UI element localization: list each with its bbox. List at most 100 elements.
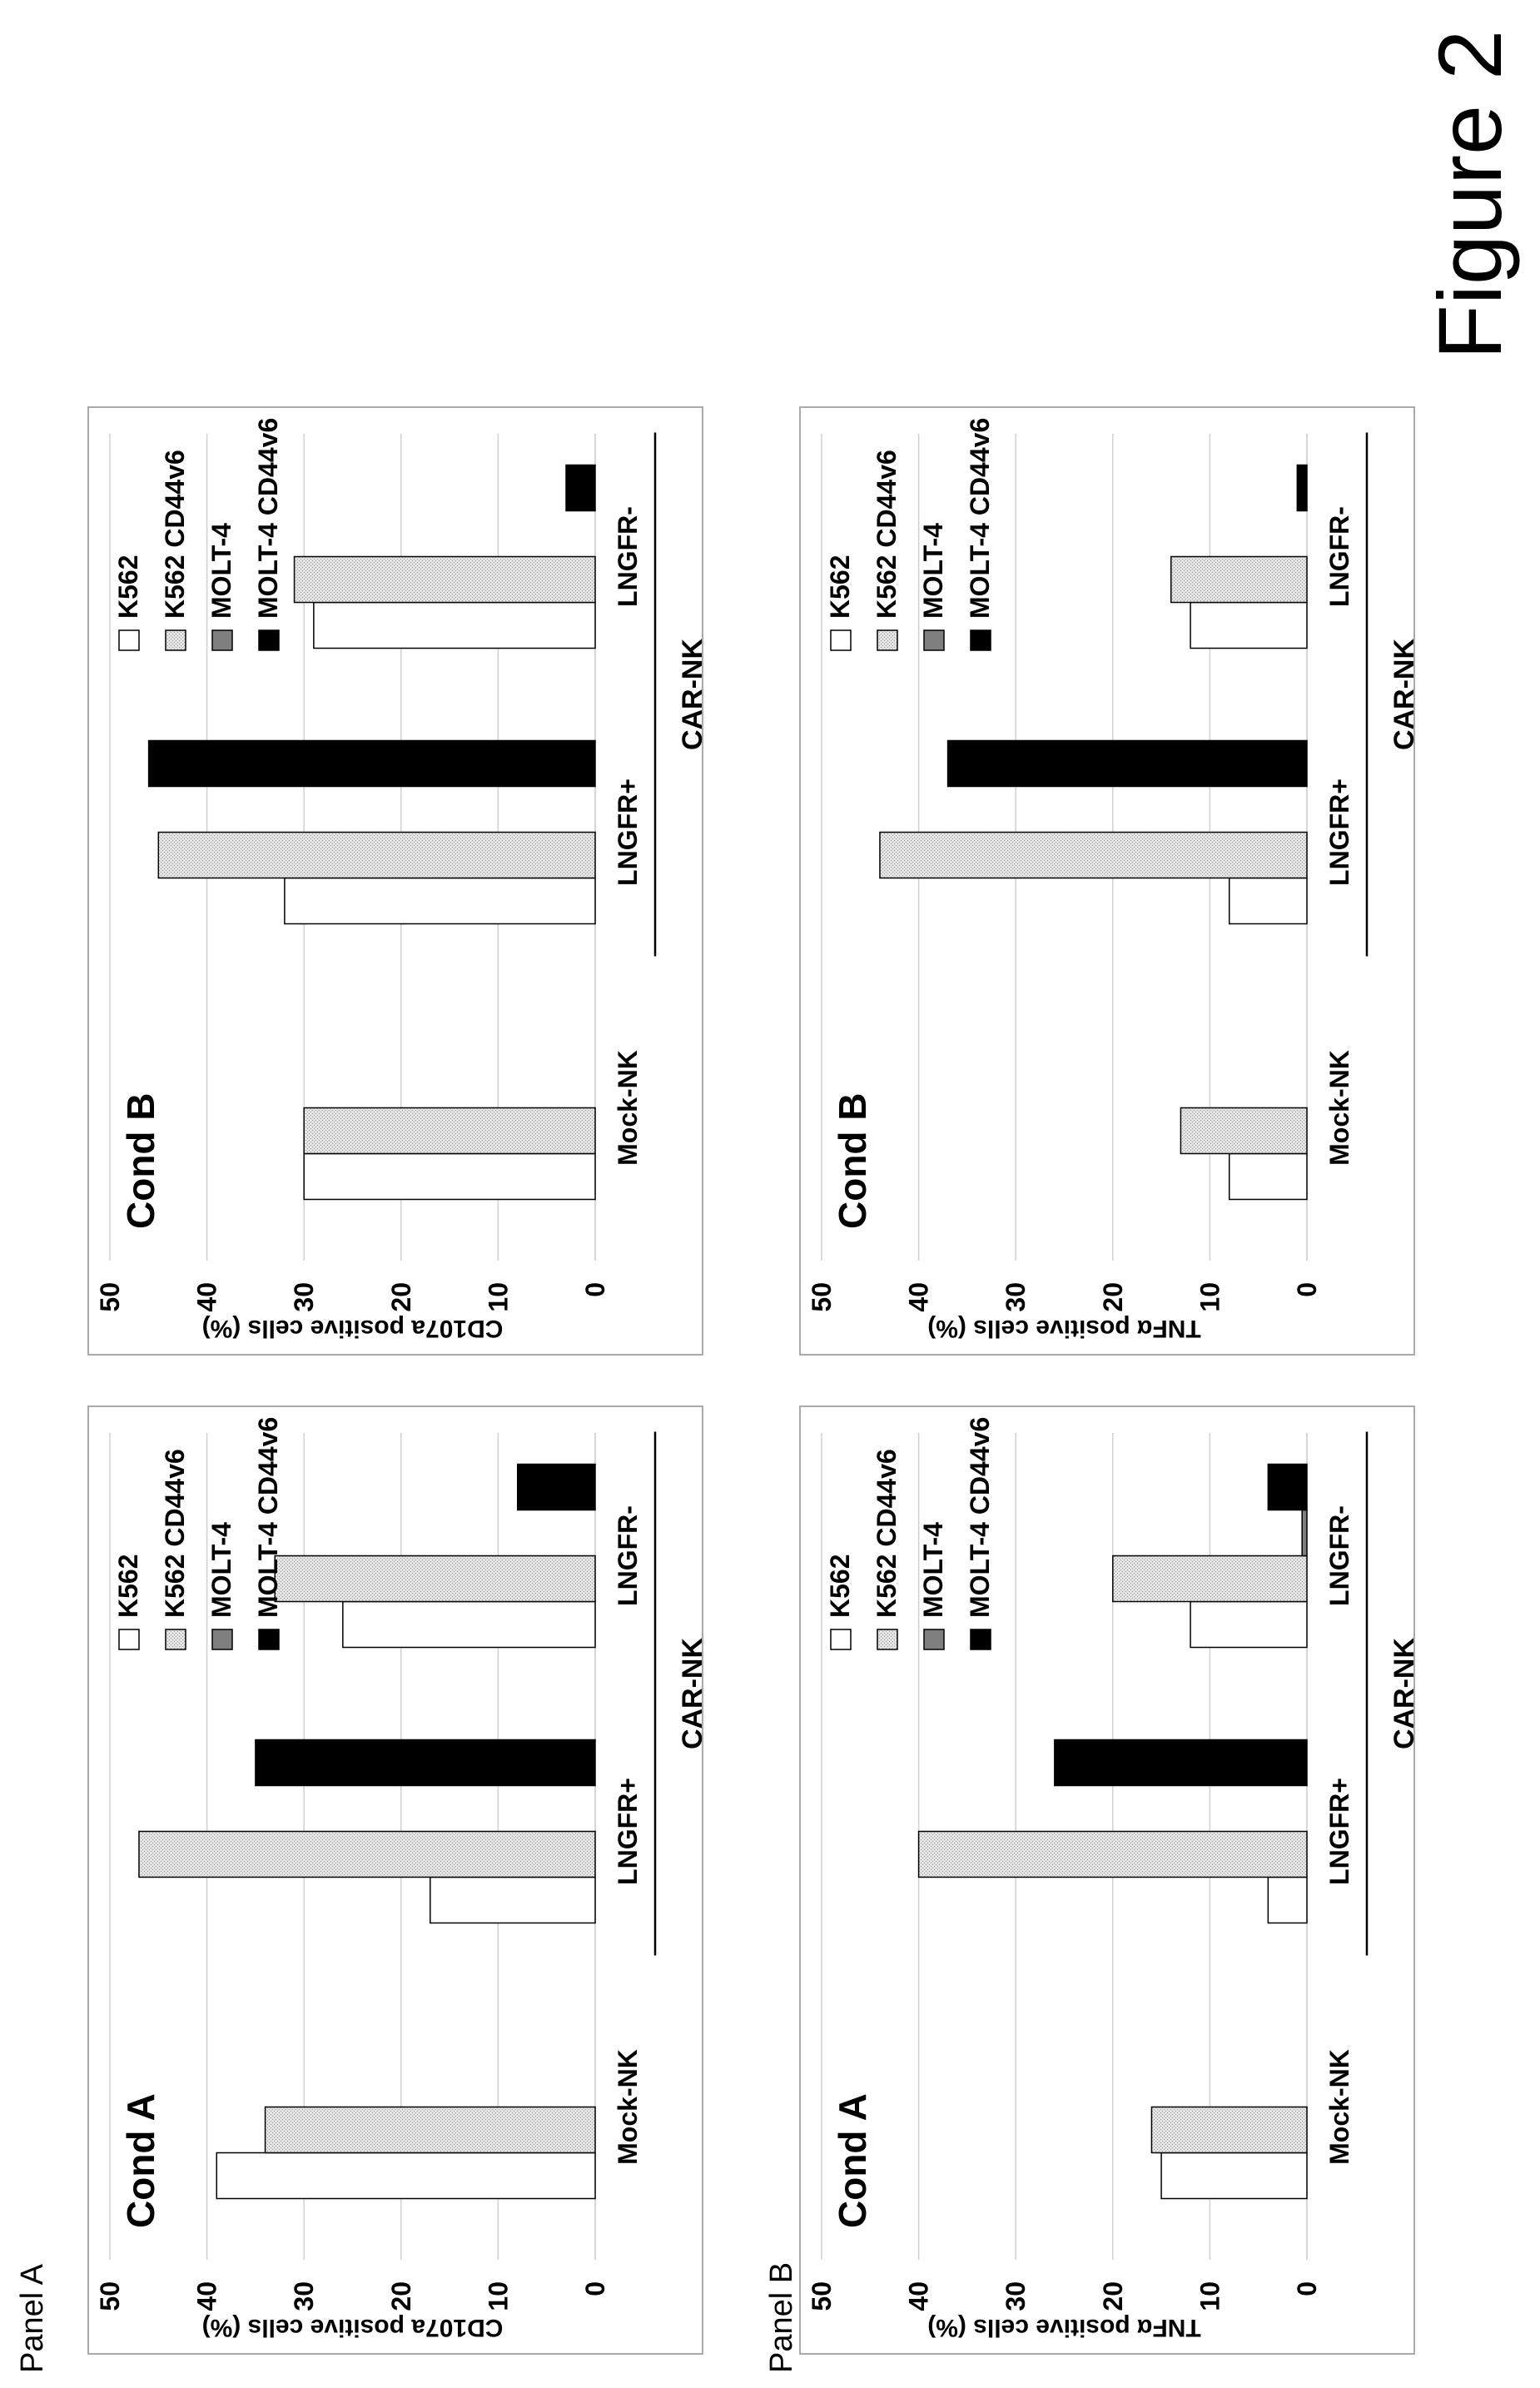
bar-k562-cd44v6-lngfr — [917, 1830, 1308, 1878]
chart-panel-b-cond-b: 0 10 20 30 40 50 TNFα positive cells (%) Cond B… — [799, 406, 1420, 1356]
legend-swatch-molt-4-cd44v6 — [970, 1629, 991, 1650]
x-tick-label: LNGFR- — [613, 506, 643, 607]
group-label: CAR-NK — [1388, 1638, 1420, 1750]
bar-molt-4-cd44v6-lngfr — [1296, 464, 1308, 512]
x-tick-label: LNGFR- — [1324, 1505, 1354, 1606]
legend-label: MOLT-4 — [206, 1522, 236, 1618]
chart-svg: 0 10 20 30 40 50 TNFα positive cells (%) Cond A… — [807, 1417, 1420, 2341]
bar-k562-mock-nk — [303, 1152, 596, 1201]
x-tick-label: LNGFR+ — [613, 1778, 643, 1885]
legend-label: K562 CD44v6 — [872, 1449, 902, 1618]
bar-k562-mock-nk — [1228, 1152, 1308, 1201]
y-tick-label: 10 — [1195, 1282, 1225, 1312]
y-axis-label: CD107a positive cells (%) — [202, 2314, 504, 2341]
legend-swatch-k562-cd44v6 — [877, 629, 898, 651]
legend-label: MOLT-4 — [206, 523, 236, 619]
chart-panel-a-cond-a: 0 10 20 30 40 50 CD107a positive cells (%) Cond… — [87, 1405, 708, 2355]
legend-swatch-molt-4 — [923, 629, 945, 651]
bar-k562-lngfr — [313, 601, 596, 649]
legend-swatch-molt-4 — [211, 1629, 233, 1650]
bar-molt-4-cd44v6-lngfr — [147, 739, 596, 788]
legend-swatch-k562 — [118, 629, 140, 651]
legend-swatch-k562-cd44v6 — [877, 1629, 898, 1650]
bar-k562-cd44v6-lngfr — [157, 831, 596, 879]
bar-molt-4-cd44v6-lngfr — [1054, 1739, 1308, 1787]
chart-title: Cond B — [119, 1092, 162, 1229]
legend-label: MOLT-4 CD44v6 — [253, 1417, 283, 1618]
panel-b-label: Panel B — [764, 2261, 799, 2373]
bar-k562-cd44v6-lngfr — [879, 831, 1308, 879]
bar-molt-4-cd44v6-lngfr — [565, 464, 596, 512]
y-tick-label: 20 — [386, 1282, 416, 1312]
legend-label: K562 CD44v6 — [160, 1449, 190, 1618]
chart-title: Cond B — [831, 1092, 874, 1229]
legend-label: K562 — [113, 555, 143, 619]
bar-k562-cd44v6-mock-nk — [303, 1107, 596, 1155]
y-tick-label: 10 — [483, 2281, 513, 2311]
bar-k562-cd44v6-lngfr — [138, 1830, 596, 1878]
y-axis-label: TNFα positive cells (%) — [927, 2314, 1201, 2341]
y-tick-label: 40 — [904, 1282, 934, 1312]
legend-label: K562 CD44v6 — [872, 450, 902, 619]
x-tick-label: LNGFR+ — [1324, 1778, 1354, 1885]
y-axis-label: CD107a positive cells (%) — [202, 1315, 504, 1342]
y-tick-label: 10 — [483, 1282, 513, 1312]
bar-k562-lngfr — [430, 1876, 596, 1924]
y-tick-label: 0 — [1292, 1282, 1322, 1297]
chart-title: Cond A — [119, 2093, 162, 2228]
legend-swatch-molt-4-cd44v6 — [970, 629, 991, 651]
x-tick-label: Mock-NK — [1324, 2049, 1354, 2165]
group-label: CAR-NK — [1388, 639, 1420, 751]
bar-k562-lngfr — [342, 1600, 596, 1649]
y-tick-label: 40 — [192, 1282, 222, 1312]
y-tick-label: 20 — [1098, 1282, 1128, 1312]
bar-k562-cd44v6-mock-nk — [1150, 2106, 1308, 2154]
legend-label: K562 — [825, 555, 855, 619]
x-tick-label: Mock-NK — [1324, 1050, 1354, 1166]
y-tick-label: 0 — [1292, 2281, 1322, 2296]
y-tick-label: 40 — [192, 2281, 222, 2311]
bar-molt-4-cd44v6-lngfr — [516, 1463, 596, 1511]
legend-swatch-k562 — [830, 1629, 852, 1650]
bar-k562-cd44v6-mock-nk — [264, 2106, 596, 2154]
y-axis-label: TNFα positive cells (%) — [927, 1315, 1201, 1342]
x-tick-label: LNGFR- — [613, 1505, 643, 1606]
bar-k562-lngfr — [1228, 877, 1308, 925]
group-label: CAR-NK — [677, 1638, 708, 1750]
x-tick-label: Mock-NK — [613, 1050, 643, 1166]
legend-swatch-molt-4 — [923, 1629, 945, 1650]
legend-swatch-molt-4 — [211, 629, 233, 651]
y-tick-label: 0 — [580, 2281, 610, 2296]
y-tick-label: 0 — [580, 1282, 610, 1297]
legend-swatch-k562-cd44v6 — [165, 629, 186, 651]
y-tick-label: 30 — [1001, 2281, 1031, 2311]
chart-svg: 0 10 20 30 40 50 TNFα positive cells (%) Cond B… — [807, 418, 1420, 1342]
bar-k562-lngfr — [1190, 1600, 1308, 1649]
bar-k562-mock-nk — [216, 2152, 596, 2200]
bar-k562-cd44v6-lngfr — [293, 555, 596, 604]
y-tick-label: 30 — [289, 2281, 319, 2311]
y-tick-label: 30 — [1001, 1282, 1031, 1312]
x-tick-label: Mock-NK — [613, 2049, 643, 2165]
panel-a-label: Panel A — [15, 2264, 50, 2373]
chart-svg: 0 10 20 30 40 50 CD107a positive cells (%) Cond… — [95, 418, 708, 1342]
bar-molt-4-cd44v6-lngfr — [1267, 1463, 1308, 1511]
chart-title: Cond A — [831, 2093, 874, 2228]
bar-k562-lngfr — [1267, 1876, 1308, 1924]
legend-label: K562 CD44v6 — [160, 450, 190, 619]
bar-molt-4-lngfr — [1301, 1509, 1308, 1557]
legend-swatch-k562 — [830, 629, 852, 651]
legend-label: MOLT-4 — [918, 523, 948, 619]
y-tick-label: 50 — [95, 1282, 125, 1312]
group-label: CAR-NK — [677, 639, 708, 751]
bar-k562-lngfr — [284, 877, 596, 925]
y-tick-label: 50 — [95, 2281, 125, 2311]
y-tick-label: 50 — [807, 2281, 837, 2311]
x-tick-label: LNGFR+ — [613, 779, 643, 886]
chart-panel-a-cond-b: 0 10 20 30 40 50 CD107a positive cells (%) Cond… — [87, 406, 708, 1356]
legend-label: K562 — [825, 1555, 855, 1619]
y-tick-label: 30 — [289, 1282, 319, 1312]
legend-label: K562 — [113, 1555, 143, 1619]
legend-label: MOLT-4 CD44v6 — [965, 418, 995, 619]
